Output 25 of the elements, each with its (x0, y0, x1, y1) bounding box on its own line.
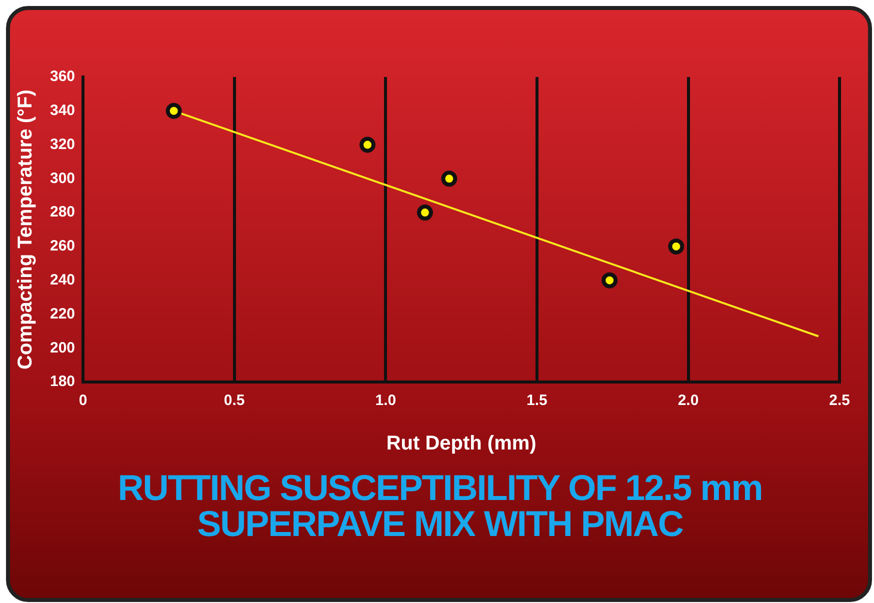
y-axis-title: Compacting Temperature (°F) (14, 90, 37, 370)
x-tick-label: 0.5 (224, 392, 245, 410)
x-tick-label: 1.0 (375, 392, 396, 410)
y-tick-label: 300 (50, 170, 76, 187)
x-axis-title: Rut Depth (mm) (386, 432, 536, 455)
point (602, 272, 618, 288)
point (166, 102, 182, 119)
text: RUTTING SUSCEPTIBILITY OF 12.5 mm SUPERPAVE MIX WITH PMAC (116, 467, 764, 544)
x-tick-label: 2.5 (829, 392, 850, 410)
y-tick-label: 340 (50, 102, 76, 120)
x-tick-label: 0 (78, 392, 88, 410)
point (668, 238, 684, 254)
y-tick-label: 320 (50, 136, 76, 153)
x-tick-label: 2.0 (678, 392, 699, 410)
point (416, 204, 433, 221)
point (359, 136, 376, 153)
y-tick-label: 260 (50, 238, 76, 255)
y-tick-label: 220 (50, 305, 76, 322)
point (441, 170, 458, 187)
x-tick-label: 1.5 (526, 392, 548, 410)
y-tick-label: 280 (50, 204, 76, 221)
y-tick-label: 180 (50, 373, 76, 390)
y-tick-label: 360 (50, 68, 76, 86)
y-tick-label: 240 (50, 271, 76, 288)
y-tick-label: 200 (50, 339, 76, 356)
